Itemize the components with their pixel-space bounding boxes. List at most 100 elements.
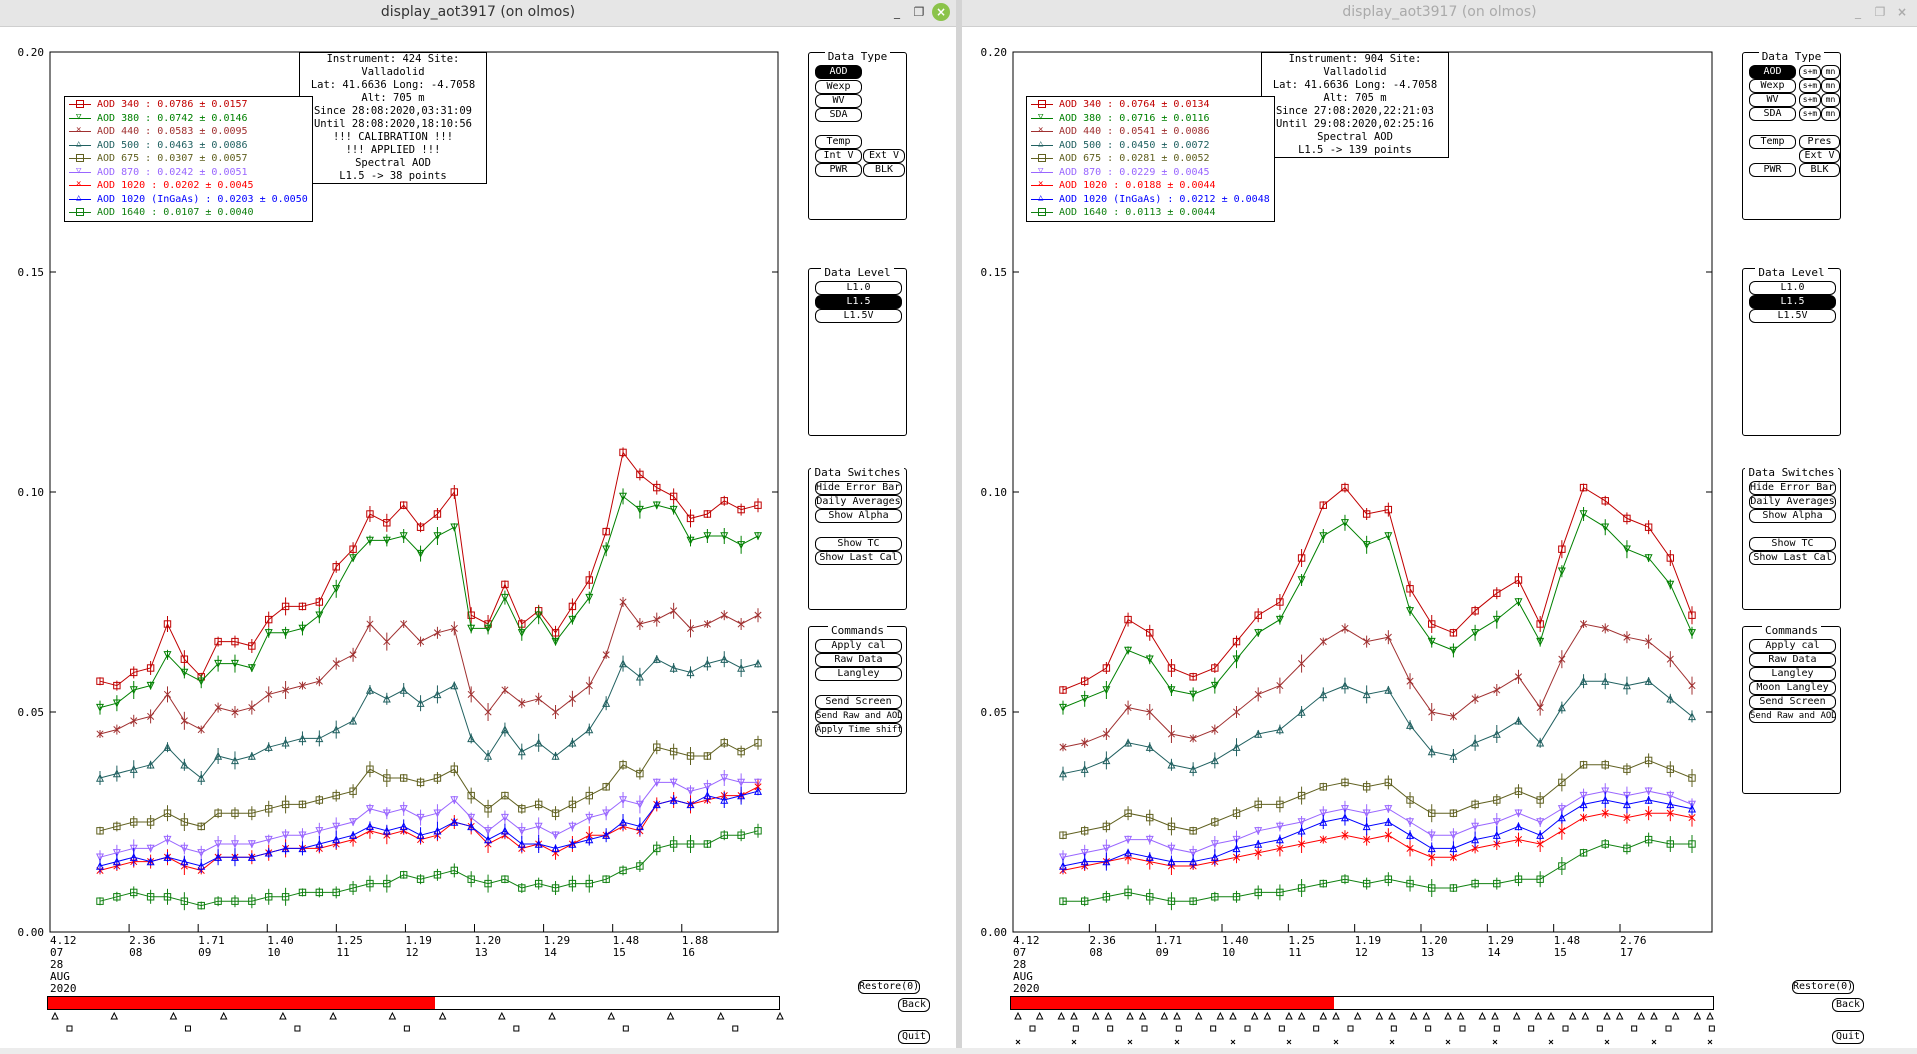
data-type-button-blk[interactable]: BLK: [1799, 163, 1840, 177]
command-raw-data[interactable]: Raw Data: [815, 653, 902, 667]
marker-x-icon: [1389, 1039, 1395, 1045]
title-bar[interactable]: display_aot3917 (on olmos) _ ❐ ×: [0, 0, 956, 27]
data-point: [518, 699, 526, 707]
switch-daily-averages[interactable]: Daily Averages: [815, 495, 902, 509]
data-type-button-mn[interactable]: mn: [1821, 79, 1840, 93]
command-send-raw-and-aod[interactable]: Send Raw and AOD: [1749, 709, 1836, 723]
restore-icon[interactable]: ❐: [1874, 5, 1886, 19]
data-point: [1275, 835, 1284, 844]
data-type-button-mn[interactable]: mn: [1821, 65, 1840, 79]
data-type-button-aod[interactable]: AOD: [1749, 65, 1796, 79]
command-raw-data[interactable]: Raw Data: [1749, 653, 1836, 667]
level-button-l10[interactable]: L1.0: [815, 281, 902, 295]
time-scrollbar[interactable]: [1010, 996, 1714, 1010]
level-button-l15v[interactable]: L1.5V: [815, 309, 902, 323]
command-send-raw-and-aod[interactable]: Send Raw and AOD: [815, 709, 902, 723]
data-point: [585, 682, 593, 690]
command-send-screen[interactable]: Send Screen: [1749, 695, 1836, 709]
switch-show-alpha[interactable]: Show Alpha: [1749, 509, 1836, 523]
data-point: [96, 827, 104, 835]
marker-triangle-icon: [1478, 1011, 1487, 1020]
data-point: [1319, 836, 1327, 844]
command-apply-cal[interactable]: Apply cal: [815, 639, 902, 653]
data-type-button-temp[interactable]: Temp: [815, 135, 862, 149]
back-button[interactable]: Back: [1832, 998, 1864, 1012]
scrollbar-thumb[interactable]: [48, 997, 436, 1009]
data-type-button-int-v[interactable]: Int V: [815, 149, 862, 163]
level-button-l15v[interactable]: L1.5V: [1749, 309, 1836, 323]
switch-show-tc[interactable]: Show TC: [815, 537, 902, 551]
switch-hide-error-bars[interactable]: Hide Error Bars: [1749, 481, 1836, 495]
data-point: [1340, 813, 1349, 822]
command-apply-cal[interactable]: Apply cal: [1749, 639, 1836, 653]
data-type-button-wexp[interactable]: Wexp: [815, 80, 862, 94]
command-apply-time-shift[interactable]: Apply Time shift: [815, 723, 902, 737]
data-point: [1167, 760, 1176, 769]
data-point: [315, 677, 323, 685]
switch-show-alpha[interactable]: Show Alpha: [815, 509, 902, 523]
command-langley[interactable]: Langley: [815, 667, 902, 681]
level-button-l10[interactable]: L1.0: [1749, 281, 1836, 295]
command-langley[interactable]: Langley: [1749, 667, 1836, 681]
aod-plot-area: 0.00 0.05 0.10 0.15 0.20 4.12 07 2.36 08 1.71 09 1.…: [0, 26, 956, 1048]
minimize-icon[interactable]: _: [1855, 5, 1861, 19]
data-type-button-s-m[interactable]: s+m: [1799, 93, 1821, 107]
switch-show-last-cal[interactable]: Show Last Cal: [815, 551, 902, 565]
restore-button[interactable]: Restore(0): [858, 980, 920, 994]
data-point: [1514, 809, 1523, 818]
data-point: [669, 778, 678, 787]
data-point: [95, 853, 105, 862]
data-point: [1493, 686, 1501, 694]
command-send-screen[interactable]: Send Screen: [815, 695, 902, 709]
level-button-l15[interactable]: L1.5: [1749, 295, 1836, 309]
x-tick-airmass: 1.19: [1355, 934, 1382, 947]
x-tick-hour: 09: [1156, 946, 1169, 959]
close-icon[interactable]: ×: [1896, 5, 1908, 19]
data-type-button-ext-v[interactable]: Ext V: [863, 149, 905, 163]
data-type-button-pres[interactable]: Pres: [1799, 135, 1840, 149]
restore-icon[interactable]: ❐: [913, 5, 925, 19]
data-type-button-temp[interactable]: Temp: [1749, 135, 1796, 149]
data-point: [1623, 514, 1631, 523]
title-bar[interactable]: display_aot3917 (on olmos) _ ❐ ×: [962, 0, 1917, 27]
data-type-button-s-m[interactable]: s+m: [1799, 79, 1821, 93]
data-point: [264, 835, 273, 844]
minimize-icon[interactable]: _: [894, 5, 900, 19]
data-type-button-mn[interactable]: mn: [1821, 93, 1840, 107]
data-type-button-wv[interactable]: WV: [815, 94, 862, 108]
data-type-button-wexp[interactable]: Wexp: [1749, 79, 1796, 93]
data-type-button-sda[interactable]: SDA: [815, 108, 862, 122]
y-tick-label: 0.10: [981, 486, 1008, 499]
data-type-button-mn[interactable]: mn: [1821, 107, 1840, 121]
switch-show-tc[interactable]: Show TC: [1749, 537, 1836, 551]
data-type-button-s-m[interactable]: s+m: [1799, 65, 1821, 79]
quit-button[interactable]: Quit: [898, 1030, 930, 1044]
legend-line: [69, 117, 91, 119]
switch-show-last-cal[interactable]: Show Last Cal: [1749, 551, 1836, 565]
restore-button[interactable]: Restore(0): [1792, 980, 1854, 994]
data-type-button-wv[interactable]: WV: [1749, 93, 1796, 107]
close-icon[interactable]: ×: [932, 3, 950, 21]
data-point: [1536, 840, 1544, 848]
data-type-button-aod[interactable]: AOD: [815, 65, 862, 79]
scrollbar-thumb[interactable]: [1011, 997, 1334, 1009]
data-type-button-pwr[interactable]: PWR: [1749, 163, 1796, 177]
marker-x-icon: [1127, 1039, 1133, 1045]
marker-triangle-icon: [716, 1011, 725, 1020]
data-point: [652, 800, 661, 809]
switch-daily-averages[interactable]: Daily Averages: [1749, 495, 1836, 509]
legend-label: AOD 1640: [1059, 207, 1108, 218]
data-type-button-ext-v[interactable]: Ext V: [1799, 149, 1840, 163]
legend-entry: △ AOD 500 : 0.0450 ± 0.0072: [1031, 139, 1270, 153]
time-scrollbar[interactable]: [47, 996, 780, 1010]
data-type-button-blk[interactable]: BLK: [863, 163, 905, 177]
data-type-button-s-m[interactable]: s+m: [1799, 107, 1821, 121]
switch-hide-error-bars[interactable]: Hide Error Bars: [815, 481, 902, 495]
data-type-button-pwr[interactable]: PWR: [815, 163, 862, 177]
data-point: [703, 659, 712, 668]
command-moon-langley[interactable]: Moon Langley: [1749, 681, 1836, 695]
level-button-l15[interactable]: L1.5: [815, 295, 902, 309]
back-button[interactable]: Back: [898, 998, 930, 1012]
quit-button[interactable]: Quit: [1832, 1030, 1864, 1044]
data-type-button-sda[interactable]: SDA: [1749, 107, 1796, 121]
